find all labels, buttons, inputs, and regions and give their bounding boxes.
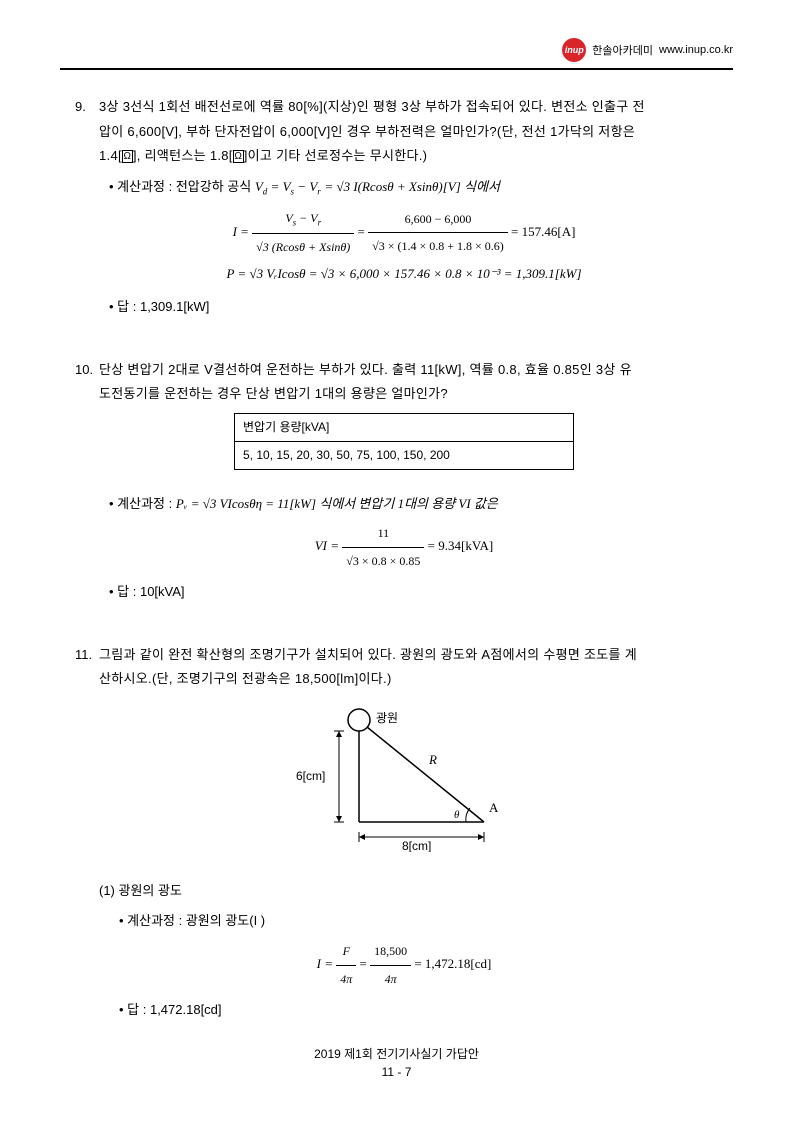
equation: I = [233,224,253,239]
label: 계산과정 : 광원의 광도(I ) [127,913,265,928]
subproblem-1: (1) 광원의 광도 [99,879,733,904]
label: 답 : [117,584,140,599]
text-line: 도전동기를 운전하는 경우 단상 변압기 1대의 용량은 얼마인가? [99,386,448,401]
problem-number: 10. [75,358,99,407]
problem-10: 10. 단상 변압기 2대로 V결선하여 운전하는 부하가 있다. 출력 11[… [75,358,733,605]
ohm-icon: Ω [122,150,133,163]
text-line: 압이 6,600[V], 부하 단자전압이 6,000[V]인 경우 부하전력은… [99,124,635,139]
answer: 답 : 10[kVA] [109,580,733,605]
problem-11: 11. 그림과 같이 완전 확산형의 조명기구가 설치되어 있다. 광원의 광도… [75,643,733,1023]
text-line: ]이고 기타 선로정수는 무시한다.) [244,148,428,163]
ohm-icon: Ω [233,150,244,163]
fraction: 6,600 − 6,000 √3 × (1.4 × 0.8 + 1.8 × 0.… [368,206,508,260]
text-line: 산하시오.(단, 조명기구의 전광속은 18,500[lm]이다.) [99,671,392,686]
calc-process: 계산과정 : 광원의 광도(I ) [119,909,733,934]
result: = 157.46[A] [511,224,575,239]
result: = 9.34[kVA] [428,538,494,553]
equals: = [360,956,371,971]
value: 10[kVA] [140,584,185,599]
height-label: 6[cm] [296,769,325,783]
problem-number: 9. [75,95,99,169]
calc-process: 계산과정 : 전압강하 공식 Vd = Vs − Vr = √3 I(Rcosθ… [109,175,733,201]
page-footer: 2019 제1회 전기기사실기 가답안 11 - 7 [0,1045,793,1081]
answer: 답 : 1,309.1[kW] [109,295,733,320]
problem-9: 9. 3상 3선식 1회선 배전선로에 역률 80[%](지상)인 평형 3상 … [75,95,733,320]
equation-block: I = F 4π = 18,500 4π = 1,472.18[cd] [75,938,733,992]
academy-name: 한솔아카데미 [592,42,653,58]
fraction: Vs − Vr √3 (Rcosθ + Xsinθ) [252,205,354,261]
text-line: ], 리액턴스는 1.8[ [133,148,233,163]
base-label: 8[cm] [402,839,431,852]
page-number: 11 - 7 [0,1063,793,1081]
fraction: 11 √3 × 0.8 × 0.85 [342,520,424,574]
label: 답 : [117,299,140,314]
footer-title: 2019 제1회 전기기사실기 가답안 [0,1045,793,1063]
equation: P = √3 VᵣIcosθ = √3 × 6,000 × 157.46 × 0… [226,266,581,281]
equation: = √3 I(Rcosθ + Xsinθ)[V] 식에서 [324,179,500,194]
text-line: 그림과 같이 완전 확산형의 조명기구가 설치되어 있다. 광원의 광도와 A점… [99,647,637,662]
label: 계산과정 : [117,496,176,511]
fraction: F 4π [336,938,356,992]
problem-number: 11. [75,643,99,692]
problem-text: 그림과 같이 완전 확산형의 조명기구가 설치되어 있다. 광원의 광도와 A점… [99,643,733,692]
table-row: 5, 10, 15, 20, 30, 50, 75, 100, 150, 200 [235,442,573,469]
page-content: 9. 3상 3선식 1회선 배전선로에 역률 80[%](지상)인 평형 3상 … [75,95,733,1023]
site-url: www.inup.co.kr [659,44,733,56]
text-line: 1.4[ [99,148,122,163]
table-header: 변압기 용량[kVA] [235,414,573,442]
text-line: 3상 3선식 1회선 배전선로에 역률 80[%](지상)인 평형 3상 부하가… [99,99,645,114]
page-header: inup 한솔아카데미 www.inup.co.kr [562,38,733,62]
answer: 답 : 1,472.18[cd] [119,998,733,1023]
equation-block: VI = 11 √3 × 0.8 × 0.85 = 9.34[kVA] [75,520,733,574]
fraction: 18,500 4π [370,938,411,992]
logo-icon: inup [562,38,586,62]
r-label: R [428,752,437,767]
source-label: 광원 [376,711,398,725]
header-rule [60,68,733,70]
equation-block: I = Vs − Vr √3 (Rcosθ + Xsinθ) = 6,600 −… [75,205,733,289]
label: 답 : [127,1002,150,1017]
problem-text: 3상 3선식 1회선 배전선로에 역률 80[%](지상)인 평형 3상 부하가… [99,95,733,169]
theta-label: θ [454,809,460,821]
triangle-diagram: 광원 R A θ 6[cm] 8 [75,702,733,861]
value: 1,472.18[cd] [150,1002,222,1017]
equals: = [358,224,369,239]
result: = 1,472.18[cd] [414,956,491,971]
diagram-svg: 광원 R A θ 6[cm] 8 [284,702,524,852]
problem-text: 단상 변압기 2대로 V결선하여 운전하는 부하가 있다. 출력 11[kW],… [99,358,733,407]
a-label: A [489,800,499,815]
value: 1,309.1[kW] [140,299,209,314]
equation: I = [317,956,337,971]
capacity-table: 변압기 용량[kVA] 5, 10, 15, 20, 30, 50, 75, 1… [234,413,574,470]
label: 계산과정 : 전압강하 공식 [117,179,255,194]
equation: Vd = Vs − Vr [255,179,321,194]
equation: VI = [315,538,343,553]
calc-process: 계산과정 : Pᵥ = √3 VIcosθη = 11[kW] 식에서 변압기 … [109,492,733,517]
equation: Pᵥ = √3 VIcosθη = 11[kW] 식에서 변압기 1대의 용량 … [176,496,498,511]
text-line: 단상 변압기 2대로 V결선하여 운전하는 부하가 있다. 출력 11[kW],… [99,362,632,377]
